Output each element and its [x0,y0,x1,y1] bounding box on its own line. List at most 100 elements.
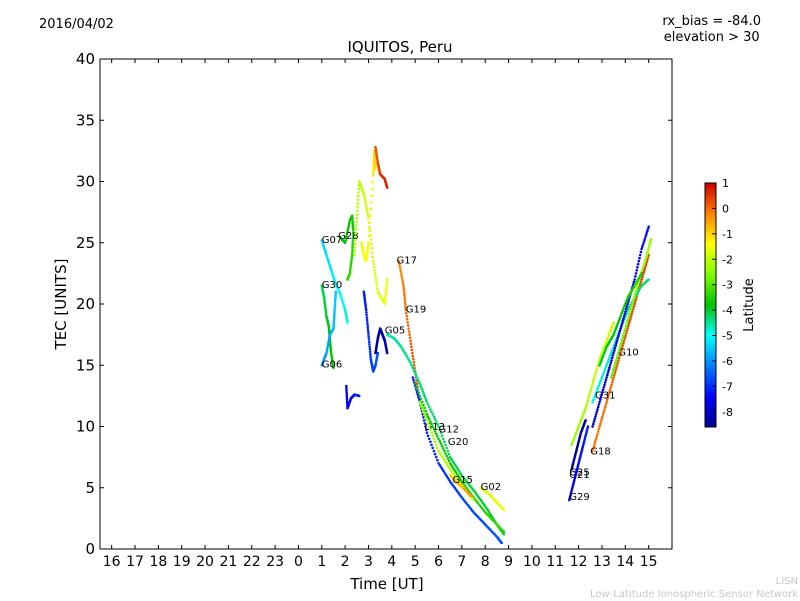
data-point [351,251,354,254]
data-point [447,459,451,463]
data-point [415,382,419,385]
footer-credit: LISN Low-Latitude Ionospheric Sensor Net… [590,575,798,601]
data-point [608,366,611,370]
data-point [411,365,414,369]
data-point [639,250,643,254]
data-point [620,339,624,343]
data-point [627,315,631,318]
satellite-label: G20 [448,437,468,448]
data-point [413,371,417,375]
data-point [406,324,410,327]
data-point [444,460,447,464]
data-point [346,228,350,231]
data-point [502,530,506,534]
data-point [437,425,440,428]
data-point [410,348,414,352]
data-point [424,409,428,413]
data-point [618,329,622,333]
data-point [356,198,360,202]
data-point [411,351,414,355]
data-point [621,319,624,323]
data-point [612,366,616,370]
data-point [365,316,369,319]
data-point [402,284,405,287]
data-point [630,312,634,316]
data-point [586,399,589,403]
data-point [351,231,355,235]
rx-bias-label: rx_bias = -84.0 [662,14,761,29]
data-point [431,413,435,416]
data-point [626,327,629,330]
data-point [427,417,431,421]
data-point [598,425,601,428]
colorbar-tick-label: -3 [722,279,733,292]
x-tick-label: 1 [317,554,326,570]
data-point [585,404,588,408]
data-point [645,232,648,235]
data-point [600,417,603,421]
data-point [628,312,631,316]
data-point [384,292,388,296]
data-point [607,368,610,372]
satellite-label: G18 [590,447,610,458]
satellite-label: G13 [425,422,445,433]
data-point [603,383,606,387]
data-point [429,440,432,444]
y-tick-label: 40 [76,50,95,68]
data-point [408,336,412,340]
data-point [404,303,407,307]
data-point [405,311,408,315]
data-point [365,313,368,317]
data-point [644,234,648,237]
data-point [366,326,370,329]
data-point [402,291,406,295]
data-point [636,262,640,266]
data-point [438,428,442,431]
data-point [373,162,377,165]
data-point [418,394,422,398]
data-point [631,300,635,303]
data-point [612,368,615,372]
satellite-label: G28 [338,231,358,242]
data-point [625,322,628,325]
data-point [619,341,623,345]
data-point [640,269,644,273]
data-point [385,280,389,284]
data-point [367,338,371,341]
data-point [487,510,491,513]
data-point [409,342,413,346]
data-point [446,457,450,460]
series-g31: G31 [591,278,650,404]
data-point [643,238,646,242]
data-point [615,366,618,370]
data-point [633,278,636,281]
satellite-label: G05 [385,325,405,336]
data-point [617,349,621,352]
data-point [415,376,419,379]
data-point [412,357,415,361]
data-point [592,420,596,423]
data-point [444,443,447,447]
x-tick-label: 11 [546,554,564,570]
data-point [640,247,643,251]
data-point [356,205,359,209]
data-point [500,541,503,545]
data-point [343,241,347,245]
data-point [617,332,621,335]
data-point [412,364,416,367]
data-point [610,359,613,362]
data-point [606,373,609,377]
data-point [440,455,444,458]
data-point [432,427,436,431]
satellite-label: G31 [595,390,615,401]
data-point [355,217,359,220]
data-point [614,361,617,365]
data-point [402,289,406,292]
data-point [345,398,349,401]
data-point [374,166,377,169]
data-point [626,317,630,321]
series-g_x6 [610,237,653,379]
data-point [626,319,629,323]
data-point [642,241,646,244]
data-point [626,302,629,306]
